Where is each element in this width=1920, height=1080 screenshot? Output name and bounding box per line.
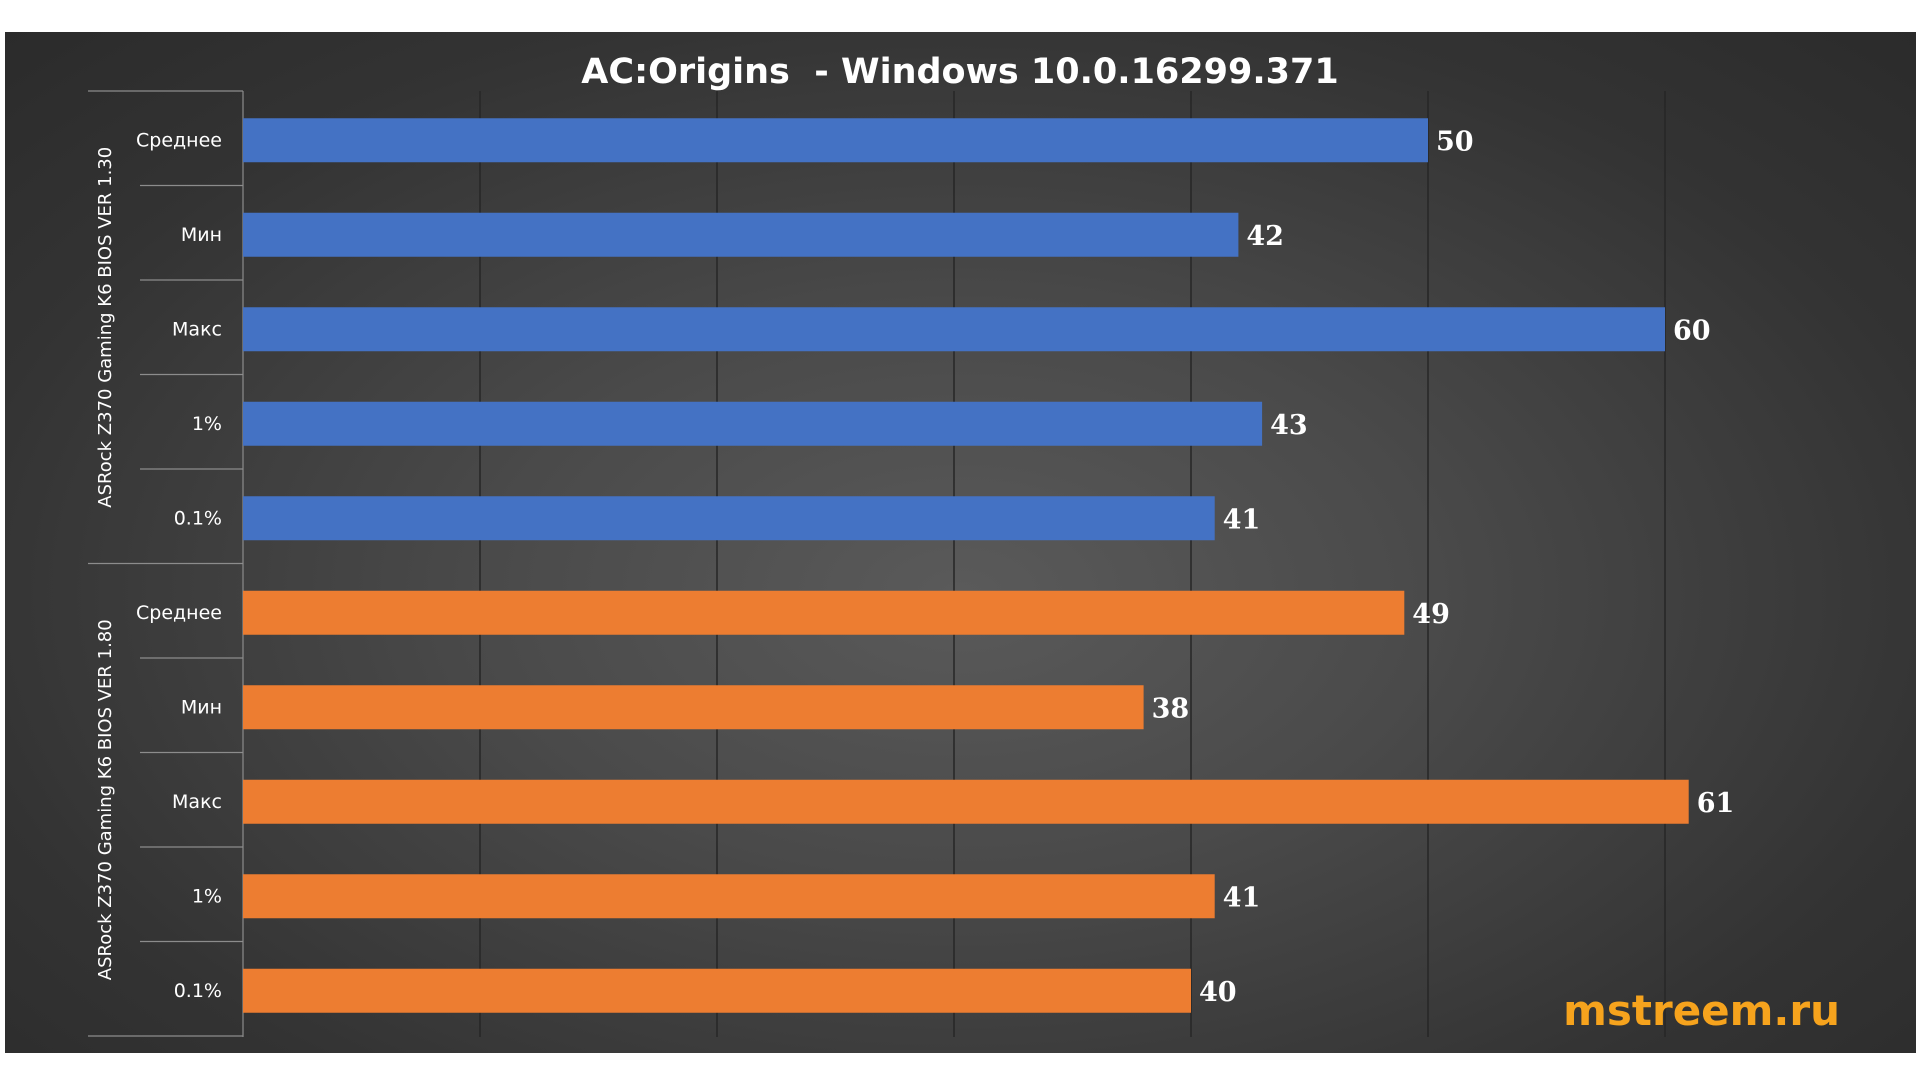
data-label: 42 bbox=[1246, 221, 1284, 252]
bar bbox=[243, 307, 1665, 352]
category-tick-label: Макс bbox=[172, 318, 222, 340]
watermark-logo: mstreem.ru bbox=[1563, 986, 1840, 1035]
category-tick-label: Мин bbox=[181, 224, 222, 246]
category-tick-label: Макс bbox=[172, 791, 222, 813]
data-label: 49 bbox=[1412, 599, 1450, 630]
bar bbox=[243, 685, 1144, 730]
group-label: ASRock Z370 Gaming K6 BIOS VER 1.80 bbox=[95, 619, 116, 980]
group-label: ASRock Z370 Gaming K6 BIOS VER 1.30 bbox=[95, 147, 116, 508]
data-label: 61 bbox=[1697, 788, 1735, 819]
chart-title: AC:Origins - Windows 10.0.16299.371 bbox=[581, 52, 1339, 92]
data-label: 60 bbox=[1673, 315, 1711, 346]
data-label: 40 bbox=[1199, 977, 1237, 1008]
data-label: 50 bbox=[1436, 126, 1474, 157]
bar bbox=[243, 968, 1191, 1013]
bar bbox=[243, 401, 1263, 446]
bar bbox=[243, 590, 1405, 635]
data-label: 41 bbox=[1223, 504, 1261, 535]
category-tick-label: 1% bbox=[192, 413, 222, 435]
bar bbox=[243, 496, 1215, 541]
bar bbox=[243, 779, 1689, 824]
data-label: 41 bbox=[1223, 882, 1261, 913]
category-tick-label: 0.1% bbox=[174, 507, 222, 529]
data-label: 43 bbox=[1270, 410, 1308, 441]
category-tick-label: 1% bbox=[192, 885, 222, 907]
bar bbox=[243, 212, 1239, 257]
bar bbox=[243, 874, 1215, 919]
data-label: 38 bbox=[1152, 693, 1190, 724]
category-tick-label: Среднее bbox=[136, 602, 222, 624]
bar bbox=[243, 118, 1428, 163]
category-tick-label: 0.1% bbox=[174, 980, 222, 1002]
category-tick-label: Мин bbox=[181, 696, 222, 718]
category-tick-label: Среднее bbox=[136, 129, 222, 151]
